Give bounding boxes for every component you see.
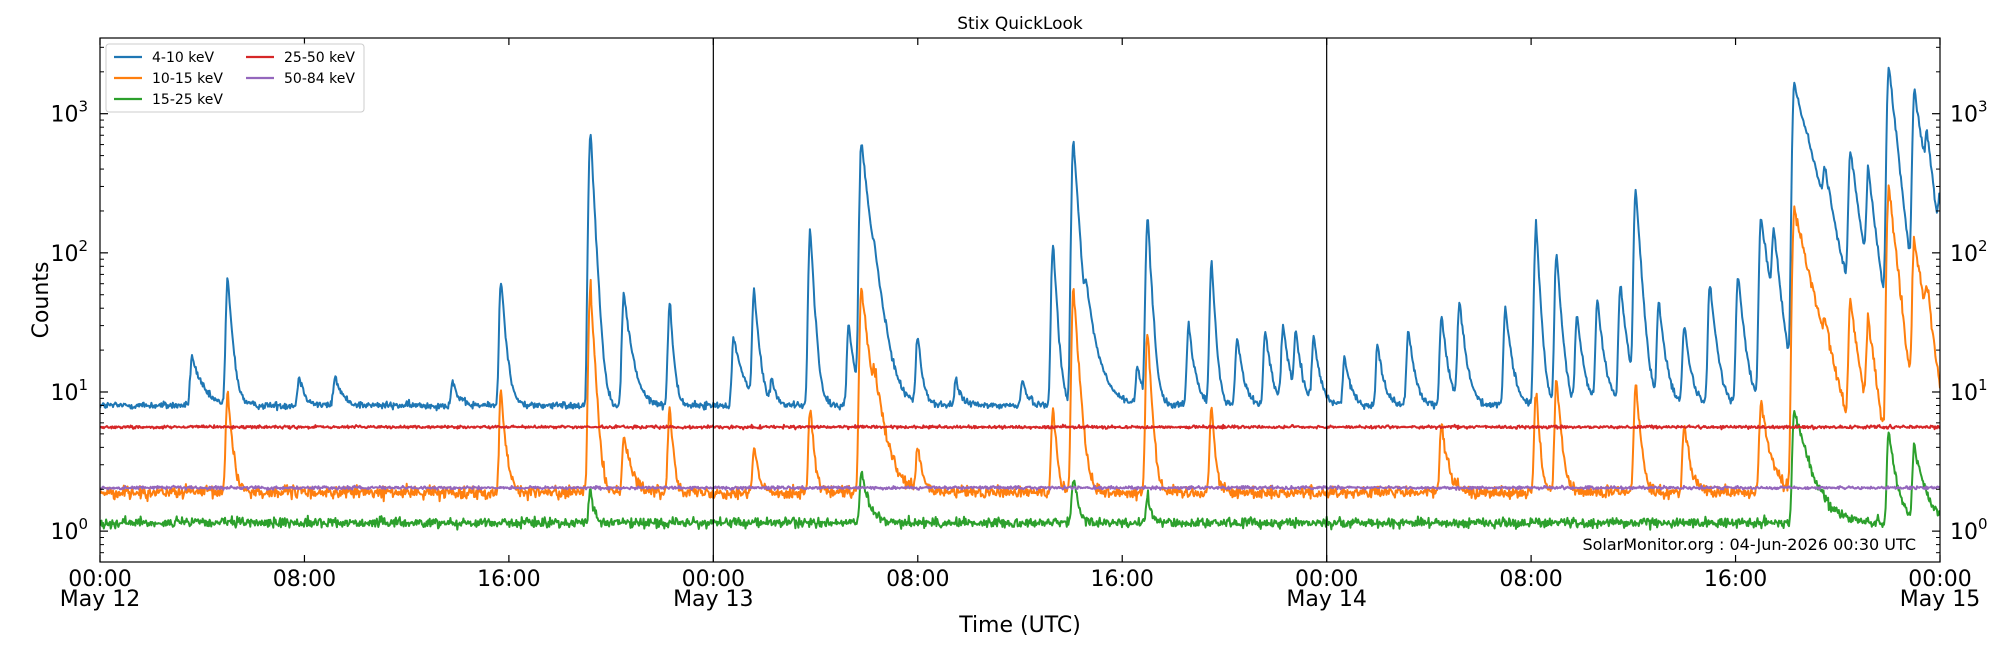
y-tick-label: 101 bbox=[50, 376, 88, 406]
y-tick-label: 103 bbox=[1950, 98, 1988, 128]
chart-title: Stix QuickLook bbox=[957, 14, 1083, 34]
x-tick-label: 08:00 bbox=[886, 567, 949, 592]
x-tick-date-label: May 12 bbox=[60, 587, 140, 612]
legend-label: 25-50 keV bbox=[284, 50, 355, 66]
y-axis: 100 100 101 101 102 102 103 103 bbox=[50, 46, 1988, 563]
x-tick-label: 00:00 bbox=[1908, 567, 1971, 592]
x-tick-date-label: May 13 bbox=[673, 587, 753, 612]
y-tick-label: 103 bbox=[50, 98, 88, 128]
y-tick-label: 102 bbox=[1950, 237, 1988, 267]
legend-label: 10-15 keV bbox=[152, 71, 223, 87]
x-tick-label: 16:00 bbox=[1091, 567, 1154, 592]
x-tick-date-label: May 15 bbox=[1900, 587, 1980, 612]
series-line-4-10-keV bbox=[100, 66, 1940, 412]
x-tick-label: 16:00 bbox=[477, 567, 540, 592]
y-tick-label: 100 bbox=[50, 515, 88, 545]
series-layer bbox=[100, 66, 1940, 531]
legend: 4-10 keV 10-15 keV 15-25 keV 25-50 keV 50-84… bbox=[105, 43, 365, 113]
x-tick-label: 08:00 bbox=[1499, 567, 1562, 592]
x-axis-label: Time (UTC) bbox=[958, 613, 1081, 638]
series-line-15-25-keV bbox=[100, 410, 1940, 531]
plot-frame bbox=[99, 37, 1941, 563]
x-tick-label: 00:00 bbox=[68, 567, 131, 592]
legend-label: 50-84 keV bbox=[284, 71, 355, 87]
x-tick-date-label: May 14 bbox=[1286, 587, 1366, 612]
y-tick-label: 100 bbox=[1950, 515, 1988, 545]
x-tick-label: 00:00 bbox=[1295, 567, 1358, 592]
y-tick-label: 101 bbox=[1950, 376, 1988, 406]
y-tick-label: 102 bbox=[50, 237, 88, 267]
y-axis-label: Counts bbox=[29, 262, 54, 339]
x-tick-label: 16:00 bbox=[1704, 567, 1767, 592]
day-separators bbox=[712, 38, 1328, 562]
source-annotation: SolarMonitor.org : 04-Jun-2026 00:30 UTC bbox=[1582, 535, 1916, 554]
series-line-25-50-keV bbox=[100, 423, 1940, 431]
x-tick-label: 00:00 bbox=[682, 567, 745, 592]
legend-box bbox=[105, 43, 365, 113]
legend-label: 4-10 keV bbox=[152, 50, 214, 66]
legend-label: 15-25 keV bbox=[152, 92, 223, 108]
series-line-50-84-keV bbox=[100, 484, 1940, 491]
x-tick-label: 08:00 bbox=[273, 567, 336, 592]
series-line-10-15-keV bbox=[100, 184, 1940, 503]
